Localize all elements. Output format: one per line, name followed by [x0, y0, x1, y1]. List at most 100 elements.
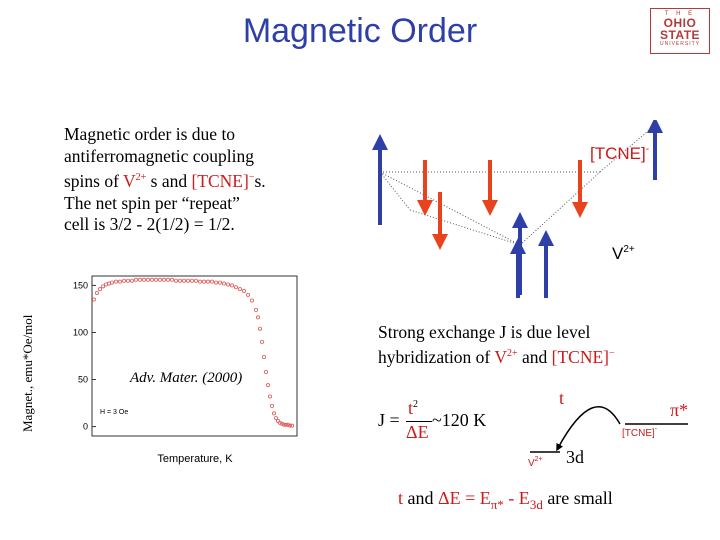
description-line-3-prefix: spins of — [64, 171, 123, 191]
exchange-v-charge: 2+ — [506, 348, 518, 359]
data-point — [229, 283, 234, 288]
data-point — [95, 290, 100, 295]
lattice-lines — [379, 124, 656, 246]
description-line-2: antiferromagnetic coupling — [64, 145, 254, 166]
formula-t: t — [408, 398, 414, 418]
data-point — [285, 422, 290, 427]
page-title: Magnetic Order — [242, 12, 478, 50]
data-point — [98, 287, 103, 292]
logo-line-2: OHIO — [663, 16, 697, 30]
data-point — [267, 394, 272, 399]
data-point — [289, 423, 294, 428]
formula-approx: ~120 K — [432, 410, 487, 430]
chart-y-label: Magnet., emu*Oe/mol — [20, 314, 35, 432]
description-v-charge: 2+ — [135, 172, 147, 183]
logo-line-3: STATE — [659, 28, 701, 42]
formula-exponent: 2 — [413, 399, 419, 410]
bottom-note-are-small: are small — [547, 488, 613, 508]
data-point — [255, 315, 260, 320]
bottom-note: t and ΔE = Eπ* - E3d are small — [398, 488, 613, 513]
description-tcne-charge: − — [248, 172, 255, 183]
diagram-tcne-label: [TCNE]- — [590, 144, 649, 164]
data-point — [221, 281, 226, 286]
data-point — [273, 416, 278, 421]
bottom-note-pi-sub: π* — [490, 497, 504, 512]
description-line-1: Magnetic order is due to — [64, 124, 236, 144]
field-note: H = 3 Oe — [100, 409, 128, 416]
formula-denominator: ΔE — [406, 422, 429, 442]
exchange-and: and — [517, 347, 552, 367]
v-level-text: V — [528, 458, 535, 469]
hybridization-arrow — [556, 406, 621, 452]
data-point — [261, 354, 266, 359]
lower-spin-arrows — [510, 230, 554, 298]
bottom-note-minus-e: - E — [508, 488, 530, 508]
exchange-line-2: hybridization of V2+ and [TCNE]− — [378, 343, 708, 368]
data-point — [142, 277, 147, 282]
y-tick-label: 0 — [83, 422, 88, 432]
formula-j-prefix: J = — [378, 410, 400, 430]
data-point — [101, 284, 106, 289]
data-point — [197, 279, 202, 284]
data-point — [150, 277, 155, 282]
data-point — [269, 403, 274, 408]
level-3d-label: 3d — [566, 447, 584, 467]
data-point — [126, 278, 131, 283]
data-point — [281, 422, 286, 427]
diagram-tcne-text: [TCNE] — [590, 144, 646, 163]
tcne-level-label: [TCNE]- — [622, 426, 657, 439]
data-point — [174, 278, 179, 283]
data-point — [118, 279, 123, 284]
diagram-v-label: V2+ — [612, 244, 635, 264]
data-point — [193, 278, 198, 283]
exchange-text: Strong exchange J is due level hybridiza… — [378, 322, 708, 368]
exchange-line-2-prefix: hybridization of — [378, 347, 495, 367]
tcne-spin-down-arrows — [417, 160, 588, 250]
data-point — [233, 285, 238, 290]
description-line-5: cell is 3/2 - 2(1/2) = 1/2. — [64, 214, 235, 234]
chart-frame — [91, 275, 298, 437]
v-level-label: V2+ — [528, 456, 543, 469]
data-point — [259, 339, 264, 344]
exchange-tcne-charge: − — [609, 348, 615, 359]
data-point — [166, 277, 171, 282]
data-point — [245, 292, 250, 297]
data-point — [189, 278, 194, 283]
data-point — [263, 370, 268, 375]
fraction-bar — [406, 421, 432, 422]
chart-x-label: Temperature, K — [157, 453, 233, 465]
description-tcne-label: [TCNE] — [191, 171, 249, 191]
data-point — [279, 421, 284, 426]
university-logo: T H E OHIO STATE UNIVERSITY — [650, 8, 710, 54]
description-line-4: The net spin per “repeat” — [64, 192, 240, 213]
diagram-tcne-charge: - — [645, 144, 650, 155]
data-point — [237, 287, 242, 292]
data-point — [241, 289, 246, 294]
data-point — [253, 307, 258, 312]
data-point — [217, 280, 222, 285]
data-point — [178, 278, 183, 283]
magnetization-chart: 0 50 100 150 H = 3 Oe Temperature, K — [73, 275, 298, 465]
level-t-label: t — [559, 388, 565, 408]
pi-star-label: π* — [670, 400, 689, 420]
data-point — [154, 277, 159, 282]
description-line-3-middle: s and — [146, 171, 192, 191]
data-point — [205, 279, 210, 284]
data-point — [287, 423, 292, 428]
spin-lattice-diagram — [372, 120, 663, 295]
exchange-line-1: Strong exchange J is due level — [378, 322, 591, 342]
diagram-v-text: V — [612, 244, 624, 263]
tcne-level-text: [TCNE] — [622, 428, 655, 439]
exchange-tcne-label: [TCNE] — [551, 347, 609, 367]
data-point — [138, 277, 143, 282]
bottom-note-delta-e: ΔE = E — [438, 488, 491, 508]
data-point — [201, 279, 206, 284]
data-point — [265, 383, 270, 388]
data-point — [209, 279, 214, 284]
data-point — [146, 277, 151, 282]
data-point — [186, 278, 191, 283]
data-point — [275, 418, 280, 423]
description-text: Magnetic order is due to antiferromagnet… — [64, 124, 364, 236]
data-point — [257, 326, 262, 331]
data-point — [170, 277, 175, 282]
